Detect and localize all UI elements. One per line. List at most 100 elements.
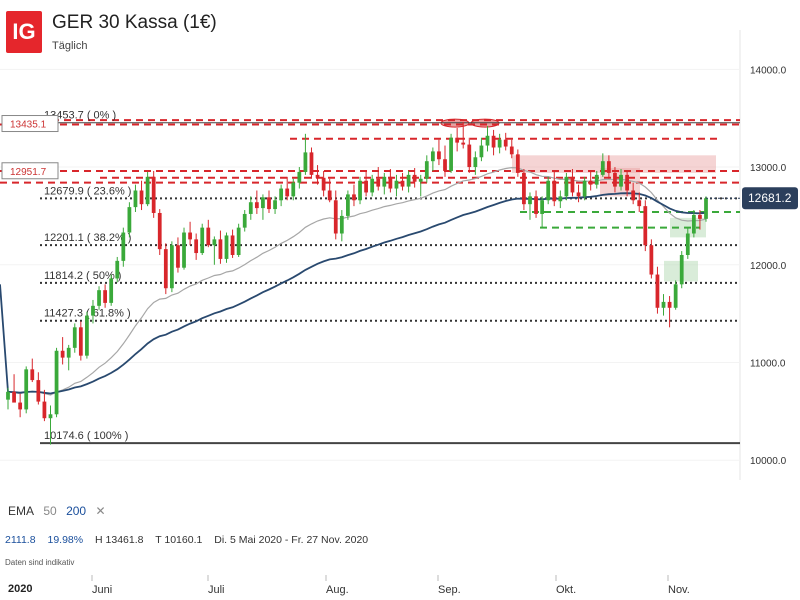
candle-body bbox=[30, 369, 35, 381]
current-price-tag bbox=[742, 187, 798, 210]
candle-body bbox=[194, 239, 199, 254]
indicator-period-200[interactable]: 200 bbox=[66, 504, 87, 518]
x-tick-label: Nov. bbox=[668, 584, 690, 596]
candle-body bbox=[382, 176, 387, 187]
candle-body bbox=[534, 196, 538, 214]
candle-body bbox=[625, 174, 629, 191]
stat-low: T 10160.1 bbox=[155, 534, 203, 546]
current-price-label: 12681.2 bbox=[748, 191, 792, 205]
candle-body bbox=[273, 200, 277, 210]
candle-body bbox=[685, 233, 690, 255]
candle-body bbox=[412, 174, 417, 182]
candle-body bbox=[206, 227, 211, 246]
candle-body bbox=[91, 305, 95, 316]
candle-body bbox=[552, 180, 557, 202]
candle-body bbox=[443, 159, 447, 171]
candle-body bbox=[236, 227, 241, 255]
candle-body bbox=[546, 180, 551, 201]
candle-body bbox=[406, 174, 411, 187]
chart-header: IG GER 30 Kassa (1€) Täglich bbox=[0, 0, 740, 62]
candle-body bbox=[115, 260, 120, 279]
candle-body bbox=[497, 139, 502, 148]
candle-body bbox=[333, 200, 338, 234]
candle-body bbox=[54, 350, 59, 415]
candle-body bbox=[467, 144, 472, 168]
indicator-row: EMA 50 200 ✕ bbox=[8, 504, 112, 518]
candle-body bbox=[358, 180, 362, 201]
candle-body bbox=[127, 207, 132, 233]
candle-body bbox=[613, 172, 617, 187]
candle-body bbox=[704, 198, 708, 219]
candle-body bbox=[698, 214, 702, 219]
y-tick-label: 10000.0 bbox=[750, 456, 787, 467]
candle-body bbox=[522, 172, 526, 205]
candle-body bbox=[18, 402, 23, 410]
candle-body bbox=[291, 182, 296, 197]
candle-body bbox=[528, 196, 532, 205]
candle-body bbox=[12, 391, 16, 403]
candle-body bbox=[582, 180, 587, 197]
candle-body bbox=[309, 152, 314, 175]
candle-body bbox=[72, 327, 77, 348]
candle-body bbox=[631, 190, 636, 201]
candle-body bbox=[157, 212, 162, 250]
candle-body bbox=[364, 180, 368, 193]
left-level-box bbox=[1, 115, 59, 133]
candle-body bbox=[437, 151, 441, 160]
candle-body bbox=[594, 174, 599, 185]
candle-body bbox=[254, 202, 259, 209]
candle-body bbox=[607, 161, 611, 173]
candle-body bbox=[145, 176, 150, 205]
candle-body bbox=[24, 369, 29, 410]
stat-change-value: 2111.8 bbox=[5, 534, 36, 546]
ema-200-line bbox=[0, 192, 707, 395]
resistance-zone bbox=[512, 155, 716, 173]
candle-body bbox=[485, 135, 490, 146]
candle-body bbox=[649, 245, 654, 275]
candle-body bbox=[661, 301, 666, 308]
candle-body bbox=[224, 235, 229, 259]
candle-body bbox=[430, 151, 435, 162]
candle-body bbox=[473, 157, 478, 168]
y-tick-label: 14000.0 bbox=[750, 65, 787, 76]
candle-body bbox=[570, 176, 575, 193]
candle-body bbox=[339, 215, 344, 234]
candle-body bbox=[279, 188, 284, 201]
x-tick-label: Aug. bbox=[326, 584, 349, 596]
candle-body bbox=[479, 145, 484, 158]
candle-body bbox=[346, 194, 350, 216]
close-icon[interactable]: ✕ bbox=[95, 504, 106, 518]
candle-body bbox=[400, 180, 405, 187]
left-level-label: 12951.7 bbox=[10, 167, 47, 178]
candle-body bbox=[600, 161, 605, 175]
y-tick-label: 13000.0 bbox=[750, 163, 787, 174]
candle-body bbox=[352, 194, 356, 201]
candle-body bbox=[121, 232, 126, 261]
y-tick-label: 11000.0 bbox=[750, 359, 786, 370]
indicator-period-50[interactable]: 50 bbox=[43, 504, 57, 518]
candle-body bbox=[176, 245, 180, 268]
fib-level-label: 12679.9 ( 23.6% ) bbox=[44, 185, 131, 197]
candle-body bbox=[576, 192, 581, 197]
candle-body bbox=[212, 239, 217, 246]
candle-body bbox=[169, 245, 174, 289]
year-label: 2020 bbox=[8, 583, 33, 595]
candle-body bbox=[540, 200, 545, 214]
candle-body bbox=[139, 190, 144, 205]
x-tick-label: Juli bbox=[208, 584, 225, 596]
y-tick-label: 12000.0 bbox=[750, 261, 787, 272]
candle-body bbox=[188, 232, 192, 240]
candle-body bbox=[455, 137, 460, 143]
candle-body bbox=[285, 188, 290, 197]
candle-body bbox=[42, 401, 47, 419]
candle-body bbox=[691, 214, 696, 234]
candle-body bbox=[515, 154, 520, 173]
stat-change-percent: 19.98% bbox=[47, 534, 84, 546]
indicator-name[interactable]: EMA bbox=[8, 504, 35, 518]
stat-high: H 13461.8 bbox=[95, 534, 144, 546]
candle-body bbox=[388, 176, 393, 189]
candle-body bbox=[78, 327, 83, 356]
ig-logo: IG bbox=[6, 11, 42, 53]
candle-body bbox=[248, 202, 253, 214]
